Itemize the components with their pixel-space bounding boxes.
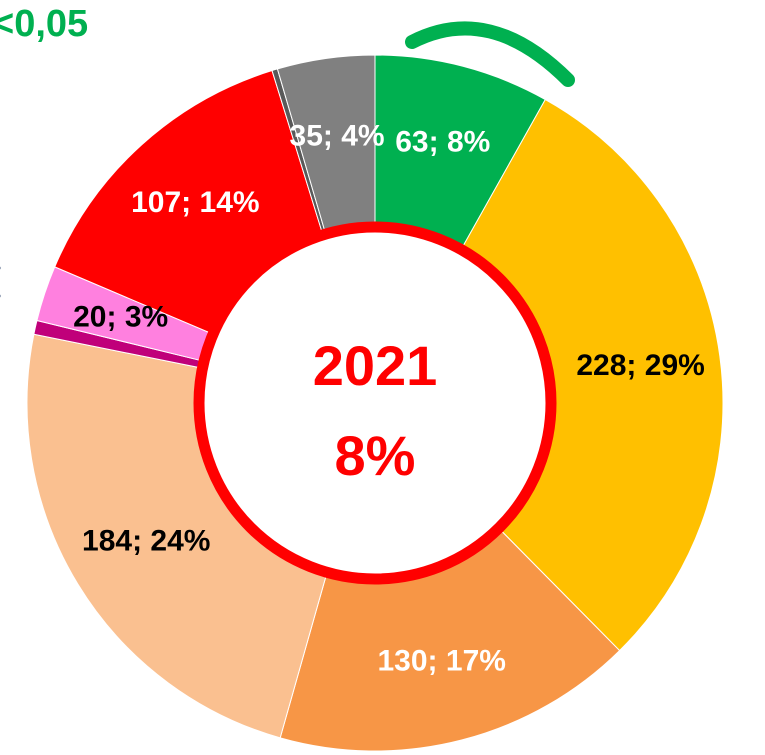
chart-title: <0,05 — [0, 3, 88, 45]
data-label: 63; 8% — [395, 126, 490, 159]
center-ring — [193, 221, 557, 585]
trend-arrow — [405, 21, 575, 87]
data-label: 107; 14% — [131, 186, 259, 219]
dot — [0, 266, 1, 270]
data-label: 228; 29% — [576, 349, 704, 382]
data-label: 35; 4% — [290, 120, 385, 153]
data-label: 184; 24% — [82, 525, 210, 558]
data-label: 130; 17% — [378, 644, 506, 677]
center-label: 8% — [335, 424, 416, 487]
data-label: 20; 3% — [73, 300, 168, 333]
center-label: 2021 — [313, 334, 438, 397]
dot — [0, 294, 1, 298]
